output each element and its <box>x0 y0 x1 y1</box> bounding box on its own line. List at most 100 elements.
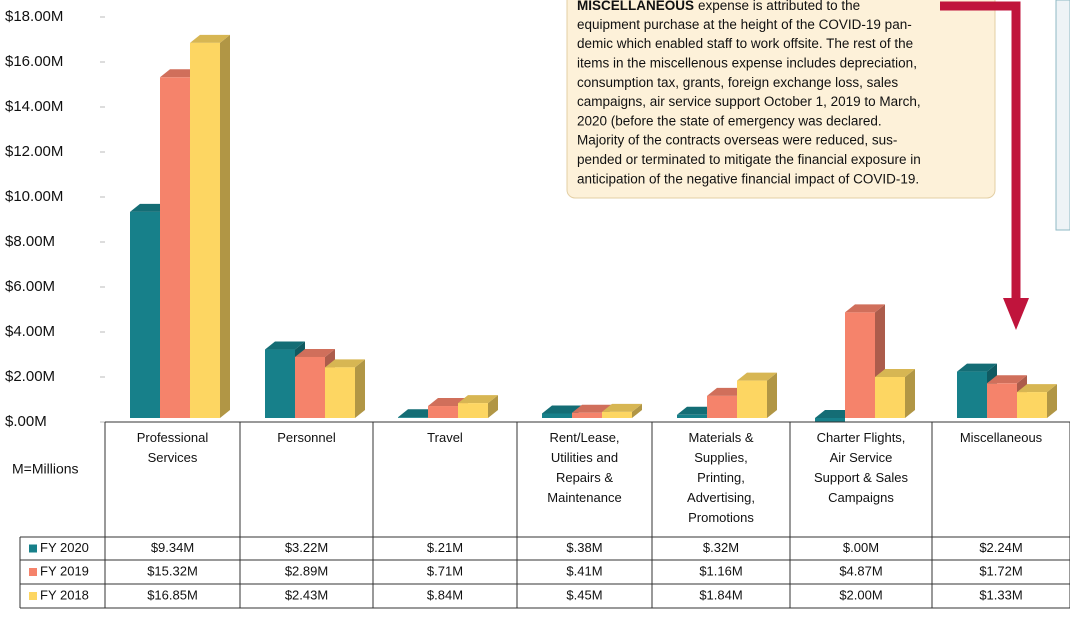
partial-panel <box>1055 0 1070 231</box>
value-label: $.41M <box>566 563 602 578</box>
value-label: $.45M <box>566 587 602 602</box>
y-tick-label: $8.00M <box>5 233 55 250</box>
value-label: $1.84M <box>699 587 742 602</box>
value-label: $.21M <box>427 540 463 555</box>
value-label: $.84M <box>427 587 463 602</box>
bar <box>602 403 642 418</box>
annotation-line: 2020 (before the state of emergency was … <box>577 113 882 128</box>
bar-front <box>957 371 987 418</box>
bar-side <box>488 395 498 418</box>
bar-top <box>957 363 997 372</box>
bar-front <box>845 312 875 418</box>
unit-note: M=Millions <box>12 461 79 477</box>
value-label: $9.34M <box>151 540 194 555</box>
bar-front <box>677 414 707 418</box>
value-label: $15.32M <box>147 563 198 578</box>
annotation-line: anticipation of the negative financial i… <box>577 171 919 186</box>
value-label: $4.87M <box>839 563 882 578</box>
bar-top <box>875 369 915 377</box>
bar-front <box>325 367 355 418</box>
legend-swatch <box>29 568 37 576</box>
value-label: $1.72M <box>979 563 1022 578</box>
y-tick-label: $.00M <box>5 413 47 430</box>
value-label: $.32M <box>703 540 739 555</box>
bar-front <box>295 356 325 418</box>
value-label: $16.85M <box>147 587 198 602</box>
bar-front <box>428 406 458 418</box>
bar <box>737 372 777 418</box>
bar-side <box>767 372 777 418</box>
bar-front <box>602 411 632 418</box>
bar-side <box>632 403 642 418</box>
legend-label: FY 2020 <box>40 540 89 555</box>
category-label: Personnel <box>277 430 336 445</box>
bar-front <box>130 211 160 418</box>
annotation-line: consumption tax, grants, foreign exchang… <box>577 75 898 90</box>
bar-side <box>905 369 915 418</box>
bar-top <box>542 405 582 414</box>
y-tick-label: $6.00M <box>5 278 55 295</box>
bar <box>325 359 365 418</box>
bar-front <box>987 383 1017 418</box>
bar-top <box>572 404 612 413</box>
bar-front <box>815 418 845 422</box>
category-label: Professional Services <box>136 430 209 465</box>
bar-top <box>1017 384 1057 393</box>
bar-side <box>220 34 230 418</box>
annotation-line: pended or terminated to mitigate the fin… <box>577 152 921 167</box>
category-label: Rent/Lease, Utilities and Repairs & Main… <box>547 430 622 505</box>
value-label: $2.00M <box>839 587 882 602</box>
bar-top <box>325 359 365 368</box>
annotation-line: campaigns, air service support October 1… <box>577 94 921 109</box>
bar-side <box>1047 384 1057 418</box>
legend-swatch <box>29 544 37 553</box>
bar-top <box>737 372 777 381</box>
y-tick-label: $10.00M <box>5 188 63 205</box>
bar-top <box>190 34 230 43</box>
category-label: Travel <box>427 430 463 445</box>
value-label: $2.24M <box>979 540 1022 555</box>
bar-top <box>295 348 335 357</box>
legend-label: FY 2019 <box>40 563 89 578</box>
bar-top <box>987 375 1027 384</box>
annotation-line: equipment purchase at the height of the … <box>577 17 912 32</box>
legend-label: FY 2018 <box>40 587 89 602</box>
bar-front <box>737 380 767 418</box>
y-tick-label: $2.00M <box>5 368 55 385</box>
bar-top <box>458 395 498 404</box>
annotation-line: MISCELLANEOUS expense is attributed to th… <box>577 0 860 13</box>
annotation-line: demic which enabled staff to work offsit… <box>577 36 913 51</box>
annotation-box <box>566 0 996 199</box>
bar-front <box>265 349 295 418</box>
bar-front <box>398 417 428 418</box>
bar-side <box>355 359 365 418</box>
category-label: Materials & Supplies, Printing, Advertis… <box>687 430 755 525</box>
value-label: $1.33M <box>979 587 1022 602</box>
annotation-line: items in the miscellenous expense includ… <box>577 55 917 70</box>
arrow <box>940 1 1021 300</box>
value-label: $2.89M <box>285 563 328 578</box>
bar-top <box>602 403 642 412</box>
value-label: $1.16M <box>699 563 742 578</box>
bar <box>190 34 230 418</box>
y-tick-label: $18.00M <box>5 8 63 25</box>
value-label: $.71M <box>427 563 463 578</box>
annotation-bold: MISCELLANEOUS <box>577 0 694 13</box>
bar-front <box>875 377 905 418</box>
bar-front <box>1017 392 1047 418</box>
bar-front <box>707 395 737 418</box>
y-tick-label: $16.00M <box>5 53 63 70</box>
value-label: $.38M <box>566 540 602 555</box>
legend-swatch <box>29 592 37 600</box>
annotation-line: Majority of the contracts overseas were … <box>577 133 897 148</box>
annotation-text: expense is attributed to the <box>698 0 860 13</box>
bar-top <box>265 341 305 350</box>
bar <box>875 369 915 418</box>
bar-front <box>542 413 572 418</box>
bar-top <box>845 304 885 313</box>
bar-front <box>190 42 220 418</box>
bar-front <box>572 412 602 418</box>
value-label: $.00M <box>843 540 879 555</box>
bar-front <box>458 403 488 418</box>
